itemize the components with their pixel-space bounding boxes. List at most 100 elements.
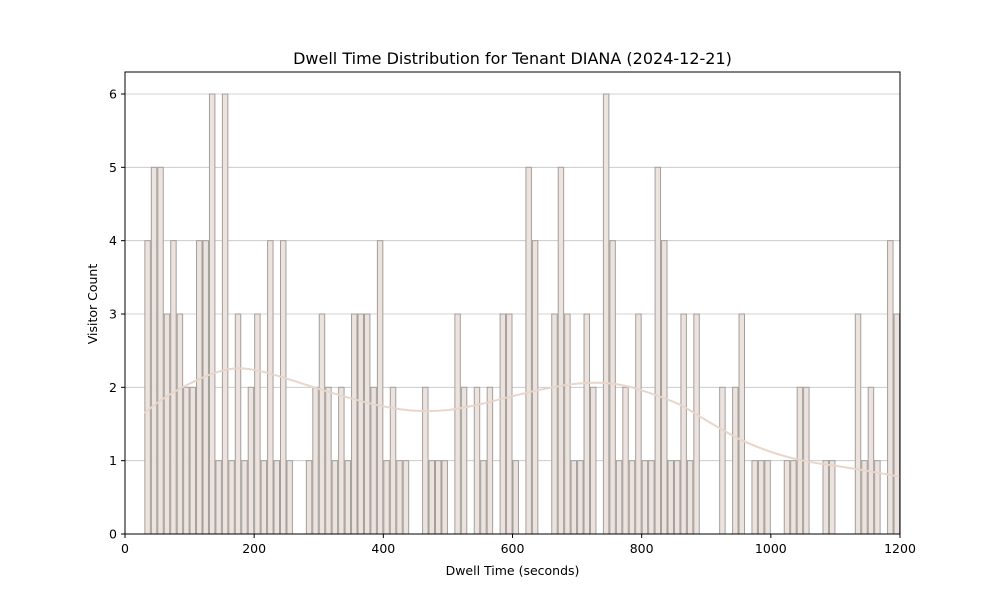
histogram-bar bbox=[254, 313, 261, 535]
histogram-bar bbox=[551, 313, 558, 535]
histogram-bar bbox=[893, 313, 901, 535]
chart-title: Dwell Time Distribution for Tenant DIANA… bbox=[293, 49, 732, 68]
histogram-bar bbox=[280, 240, 287, 535]
histogram-bar bbox=[273, 460, 280, 535]
histogram-bar bbox=[163, 313, 171, 535]
axis-ticks: 0 200 400 600 800 1000 1200 0 1 2 3 4 5 6 bbox=[109, 87, 916, 557]
histogram-bar bbox=[887, 240, 894, 535]
histogram-bar bbox=[738, 313, 746, 535]
histogram-bar bbox=[383, 460, 390, 535]
histogram-bar bbox=[732, 386, 739, 535]
histogram-bar bbox=[260, 460, 268, 535]
histogram-bar bbox=[751, 460, 758, 535]
histogram-bar bbox=[506, 313, 513, 535]
histogram-bar bbox=[635, 313, 642, 535]
histogram-bar bbox=[628, 460, 636, 535]
histogram-bar bbox=[331, 460, 339, 535]
y-axis-label: Visitor Count bbox=[85, 264, 100, 345]
histogram-bar bbox=[396, 460, 403, 535]
histogram-bar bbox=[648, 460, 655, 535]
histogram-bar bbox=[344, 460, 352, 535]
histogram-bar bbox=[247, 386, 255, 535]
histogram-bar bbox=[428, 460, 435, 535]
x-tick-label: 600 bbox=[501, 541, 525, 556]
histogram-bar bbox=[157, 166, 164, 535]
histogram-bar bbox=[622, 386, 629, 535]
histogram-bar bbox=[150, 166, 158, 535]
histogram-bar bbox=[680, 313, 687, 535]
histogram-bar bbox=[667, 460, 674, 535]
histogram-bar bbox=[234, 313, 242, 535]
histogram-bar bbox=[480, 460, 487, 535]
histogram-bar bbox=[318, 313, 326, 535]
histogram-bar bbox=[441, 460, 448, 535]
histogram-bar bbox=[790, 460, 797, 535]
histogram-bar bbox=[783, 460, 791, 535]
histogram-bar bbox=[693, 313, 700, 535]
x-tick-label: 400 bbox=[371, 541, 395, 556]
histogram-bar bbox=[719, 386, 726, 535]
histogram-bar bbox=[654, 166, 662, 535]
histogram-bar bbox=[435, 460, 442, 535]
histogram-bar bbox=[661, 240, 668, 535]
histogram-bar bbox=[867, 386, 875, 535]
x-tick-label: 1200 bbox=[884, 541, 916, 556]
histogram-bar bbox=[512, 460, 519, 535]
kde-curve bbox=[143, 367, 901, 478]
x-tick-label: 1000 bbox=[755, 541, 787, 556]
histogram-bar bbox=[473, 386, 481, 535]
histogram-bar bbox=[422, 386, 429, 535]
histogram-bar bbox=[370, 386, 377, 535]
histogram-bar bbox=[267, 240, 274, 535]
histogram-bar bbox=[376, 240, 384, 535]
histogram-bar bbox=[615, 460, 623, 535]
y-tick-label: 2 bbox=[109, 380, 117, 395]
histogram-bar bbox=[583, 313, 591, 535]
histogram-bar bbox=[363, 313, 371, 535]
histogram-bar bbox=[460, 386, 468, 535]
histogram-bar bbox=[757, 460, 765, 535]
histogram-bar bbox=[525, 166, 532, 535]
histogram-bar bbox=[170, 240, 177, 535]
histogram-bar bbox=[764, 460, 771, 535]
histogram-bar bbox=[577, 460, 584, 535]
y-tick-label: 3 bbox=[109, 307, 117, 322]
x-axis-label: Dwell Time (seconds) bbox=[446, 563, 580, 578]
y-tick-label: 6 bbox=[109, 87, 117, 102]
histogram-bar bbox=[228, 460, 235, 535]
histogram-bar bbox=[402, 460, 410, 535]
histogram-bar bbox=[673, 460, 681, 535]
histogram-bar bbox=[196, 240, 203, 535]
histogram-bar bbox=[144, 240, 151, 535]
histogram-bars bbox=[144, 93, 901, 535]
x-tick-label: 800 bbox=[630, 541, 654, 556]
histogram-bar bbox=[454, 313, 461, 535]
histogram-bar bbox=[325, 386, 332, 535]
histogram-bar bbox=[822, 460, 829, 535]
histogram-bar bbox=[183, 386, 190, 535]
histogram-bar bbox=[609, 240, 616, 535]
histogram-bar bbox=[202, 240, 209, 535]
histogram-bar bbox=[208, 93, 216, 535]
histogram-bar bbox=[499, 313, 507, 535]
histogram-bar bbox=[312, 386, 319, 535]
histogram-bar bbox=[305, 460, 313, 535]
histogram-bar bbox=[221, 93, 229, 535]
histogram-bar bbox=[602, 93, 610, 535]
kde-curve-layer bbox=[143, 367, 901, 478]
x-tick-label: 0 bbox=[121, 541, 129, 556]
histogram-bar bbox=[286, 460, 293, 535]
y-tick-label: 0 bbox=[109, 527, 117, 542]
histogram-bar bbox=[338, 386, 345, 535]
histogram-bar bbox=[570, 460, 578, 535]
histogram-bar bbox=[486, 386, 494, 535]
x-tick-label: 200 bbox=[242, 541, 266, 556]
histogram-bar bbox=[854, 313, 862, 535]
histogram-bar bbox=[357, 313, 364, 535]
histogram-bar bbox=[215, 460, 222, 535]
histogram-bar bbox=[176, 313, 184, 535]
y-tick-label: 4 bbox=[109, 233, 117, 248]
histogram-bar bbox=[641, 460, 649, 535]
histogram-bar bbox=[590, 386, 597, 535]
y-tick-label: 1 bbox=[109, 453, 117, 468]
